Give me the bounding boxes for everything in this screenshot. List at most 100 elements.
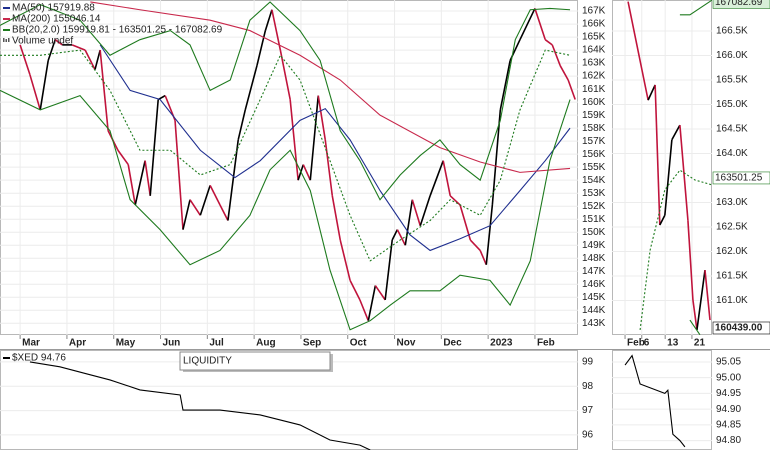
y-tick-label: 161.0K [716,295,748,306]
y-tick-label: 164.5K [716,124,748,135]
price-segment [324,139,334,196]
legend-label: $XED 94.76 [12,353,66,364]
legend-label: Volume undef [12,36,73,47]
y-tick-label: 164.0K [716,148,748,159]
legend-label: BB(20,2.0) 159919.81 - 163501.25 - 16708… [12,25,223,36]
x-tick-label: May [116,338,136,349]
price-segment [411,199,422,226]
y-tick-label: 162.5K [716,222,748,233]
price-segment [144,160,152,196]
price-segment [567,79,576,100]
price-segment [189,199,201,216]
price-segment [289,99,299,181]
price-segment [679,125,689,221]
price-segment [499,60,511,111]
price-segment [559,65,569,81]
y-tick-label: 98 [582,381,594,392]
annotation-box [179,351,331,371]
y-tick-label: 165.0K [716,99,748,110]
y-tick-label: 163.0K [716,197,748,208]
y-tick-label: 145K [582,292,606,303]
y-tick-label: 144K [582,305,606,316]
legend-swatch [5,39,7,42]
price-segment [99,50,109,131]
x-tick-label: Oct [350,338,367,349]
price-segment [84,49,96,70]
x-tick-label: Apr [69,338,86,349]
price-segment [209,185,221,206]
y-tick-label: 149K [582,240,606,251]
series-line [0,89,571,331]
y-tick-label: 146K [582,279,606,290]
price-segment [359,299,370,321]
y-tick-label: 151K [582,214,606,225]
y-tick-label: 165K [582,32,606,43]
price-segment [671,124,681,141]
y-tick-label: 155K [582,162,606,173]
price-segment [182,199,191,230]
price-segment [271,9,282,51]
price-segment [627,1,649,101]
y-tick-label: 167K [582,6,606,17]
price-segment [94,49,101,70]
x-tick-label: Mar [22,338,40,349]
price-segment [331,195,342,241]
series-line [0,1,571,201]
y-tick-label: 95.05 [716,357,741,368]
price-segment [317,95,327,140]
price-segment [687,220,694,301]
x-tick-label: 21 [694,338,706,349]
annotation: LIQUIDITY [183,356,232,367]
price-segment [459,204,472,241]
y-tick-label: 166.5K [716,26,748,37]
y-tick-label: 159K [582,110,606,121]
price-segment [302,164,312,181]
y-tick-label: 166.0K [716,50,748,61]
price-segment [339,239,351,281]
panel [612,0,712,335]
series-line [624,354,686,448]
value-badge-label: 163501.25 [715,173,763,184]
price-segment [696,270,706,331]
y-tick-label: 164K [582,45,606,56]
legend-swatch [8,38,10,42]
value-badge-label: 167082.69 [715,0,763,8]
price-segment [237,109,247,141]
price-segment [19,44,31,76]
y-tick-label: 95.00 [716,372,741,383]
y-tick-label: 99 [582,357,594,368]
price-segment [391,229,399,241]
price-segment [349,279,361,301]
price-segment [534,8,546,40]
price-segment [117,149,129,166]
price-segment [704,270,711,321]
y-tick-label: 163K [582,58,606,69]
price-segment [442,160,452,196]
price-segment [219,204,229,221]
price-segment [659,214,666,226]
x-tick-label: 6 [644,338,650,349]
series-line [639,169,712,330]
x-tick-label: Feb [627,338,645,349]
series-line [689,319,701,335]
price-segment [429,160,444,197]
price-segment [256,30,267,66]
x-tick-label: 13 [667,338,679,349]
price-segment [374,285,386,301]
price-segment [519,8,536,41]
price-segment [485,204,494,265]
series-line [679,0,712,16]
panel [612,350,712,450]
price-segment [149,99,159,196]
price-segment [47,39,56,61]
price-segment [664,139,673,216]
y-tick-label: 148K [582,253,606,264]
plot-area [624,354,686,448]
series-line [90,1,571,173]
series-line [99,44,571,252]
y-tick-label: 94.95 [716,388,741,399]
y-tick-label: 156K [582,149,606,160]
y-tick-label: 162.0K [716,246,748,257]
price-segment [419,195,431,226]
